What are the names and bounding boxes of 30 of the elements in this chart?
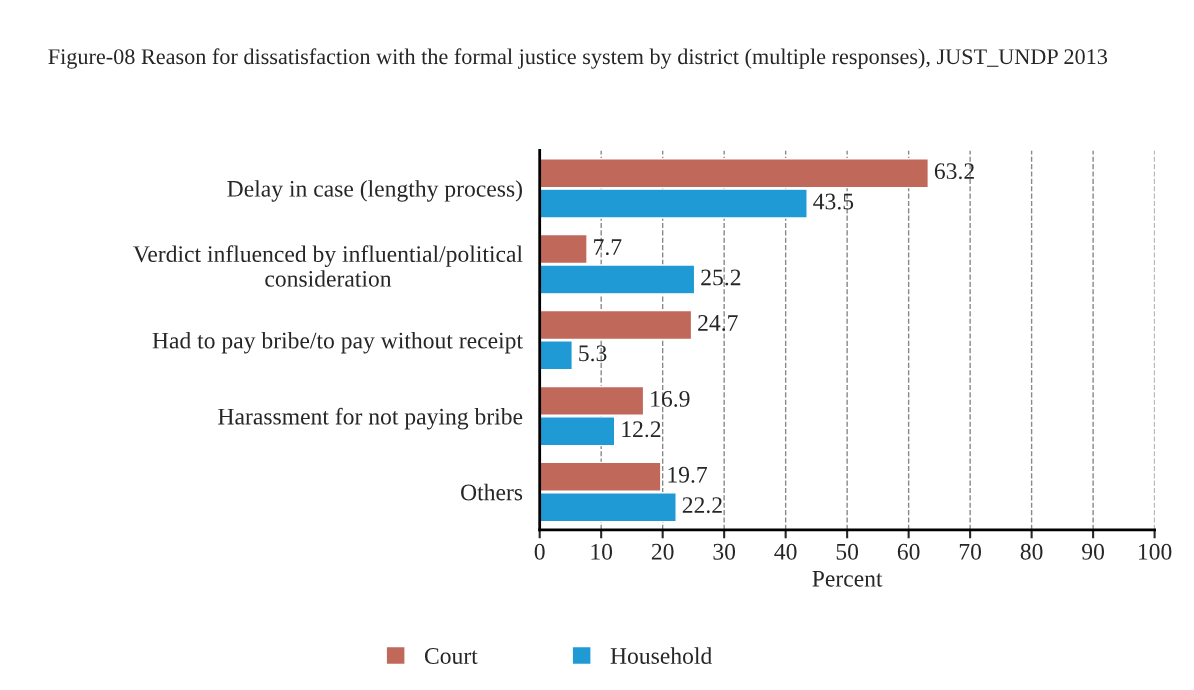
data-label: 12.2 [622, 421, 661, 438]
data-label: 63.2 [934, 163, 974, 180]
x-axis-title: Percent [812, 571, 883, 587]
data-label: 24.7 [698, 315, 738, 331]
x-tick-label: 40 [774, 543, 797, 560]
data-label: 22.2 [682, 497, 722, 514]
data-label: 7.7 [594, 239, 622, 256]
data-label: 25.2 [701, 269, 741, 286]
y-tick-label: Harassment for not paying bribe [218, 407, 523, 430]
x-tick-label: 100 [1138, 543, 1172, 560]
legend-label: Household [610, 647, 712, 664]
y-tick-label: Verdict influenced by influential/political consideration [133, 245, 523, 287]
y-tick-label: Had to pay bribe/to pay without receipt [152, 331, 523, 354]
legend-label: Court [424, 648, 478, 664]
data-label: 19.7 [668, 466, 708, 483]
x-tick-label: 70 [959, 543, 982, 560]
x-tick-label: 90 [1082, 543, 1105, 560]
x-tick-label: 20 [651, 543, 674, 560]
y-tick-label: Delay in case (lengthy process) [227, 180, 522, 202]
x-tick-label: 80 [1020, 543, 1043, 560]
x-tick-label: 0 [534, 543, 545, 560]
data-label: 5.3 [579, 345, 607, 362]
data-label: 16.9 [651, 390, 690, 407]
x-tick-label: 50 [836, 543, 859, 560]
chart-title: Figure-08 Reason for dissatisfaction with the formal justice system by district (multiple responses), JUST_UNDP 2013 [48, 48, 1108, 69]
x-tick-label: 60 [897, 543, 920, 560]
x-tick-label: 30 [713, 543, 736, 560]
y-tick-label: Others [461, 483, 523, 501]
x-tick-label: 10 [591, 543, 613, 560]
data-label: 43.5 [813, 193, 854, 210]
